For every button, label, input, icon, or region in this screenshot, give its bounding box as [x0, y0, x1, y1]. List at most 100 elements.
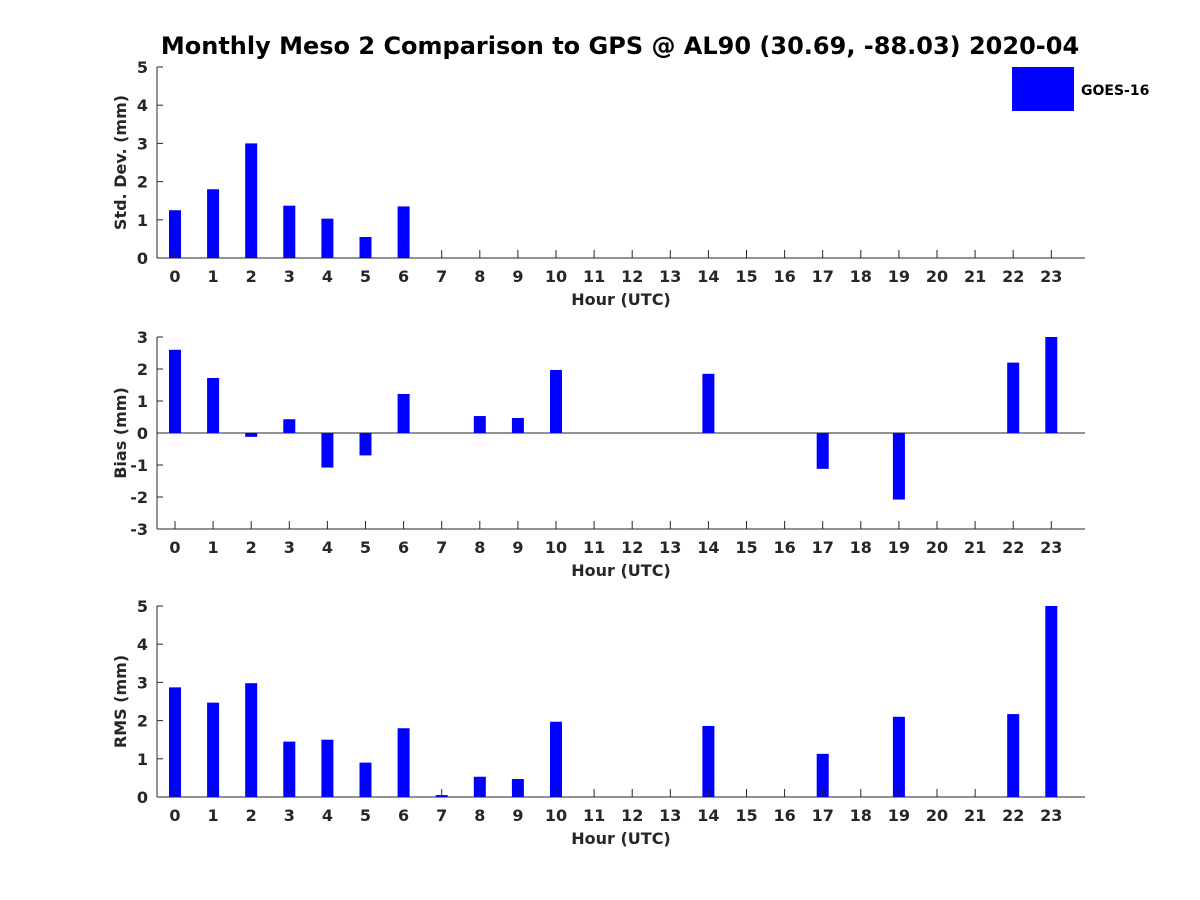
bar-hour-8: [473, 776, 486, 797]
y-tick-label: 4: [137, 635, 148, 654]
y-tick-label: 2: [137, 173, 148, 192]
bar-hour-4: [321, 218, 334, 258]
x-tick-label: 5: [360, 538, 371, 557]
x-tick-label: 3: [284, 806, 295, 825]
x-tick-label: 3: [284, 538, 295, 557]
bar-hour-6: [397, 728, 410, 797]
x-tick-label: 2: [246, 806, 257, 825]
bar-hour-3: [283, 741, 296, 797]
x-tick-label: 8: [474, 267, 485, 286]
x-tick-label: 5: [360, 806, 371, 825]
x-tick-label: 18: [850, 267, 872, 286]
bar-hour-9: [511, 779, 524, 797]
bar-hour-3: [283, 205, 296, 258]
x-tick-label: 2: [246, 538, 257, 557]
x-tick-label: 18: [850, 806, 872, 825]
y-tick-label: -1: [130, 456, 148, 475]
y-tick-label: 3: [137, 134, 148, 153]
x-tick-label: 6: [398, 267, 409, 286]
x-tick-label: 23: [1040, 538, 1062, 557]
bar-hour-14: [702, 725, 715, 797]
x-tick-label: 17: [812, 806, 834, 825]
bar-hour-19: [892, 716, 905, 797]
x-tick-label: 19: [888, 267, 910, 286]
x-axis-label: Hour (UTC): [571, 829, 671, 848]
bar-hour-19: [892, 433, 905, 500]
x-tick-label: 13: [659, 538, 681, 557]
x-tick-label: 20: [926, 806, 948, 825]
x-tick-label: 5: [360, 267, 371, 286]
x-tick-label: 1: [208, 538, 219, 557]
x-tick-label: 13: [659, 267, 681, 286]
x-tick-label: 15: [735, 806, 757, 825]
legend: GOES-16: [1012, 67, 1149, 111]
y-tick-label: 4: [137, 96, 148, 115]
y-tick-label: -3: [130, 520, 148, 539]
x-tick-label: 7: [436, 538, 447, 557]
x-tick-label: 10: [545, 538, 567, 557]
x-tick-label: 16: [773, 538, 795, 557]
x-tick-label: 10: [545, 267, 567, 286]
bar-hour-23: [1045, 337, 1058, 433]
bar-hour-3: [283, 419, 296, 433]
bar-hour-2: [245, 433, 258, 437]
bar-hour-8: [473, 416, 486, 433]
x-tick-label: 22: [1002, 806, 1024, 825]
x-tick-label: 12: [621, 538, 643, 557]
bar-hour-10: [550, 721, 562, 797]
y-tick-label: -2: [130, 488, 148, 507]
x-tick-label: 20: [926, 538, 948, 557]
y-axis-label: Bias (mm): [111, 387, 130, 479]
x-tick-label: 8: [474, 806, 485, 825]
bar-hour-6: [397, 206, 410, 258]
x-tick-label: 16: [773, 806, 795, 825]
bar-hour-4: [321, 433, 334, 468]
x-tick-label: 9: [512, 806, 523, 825]
y-tick-label: 5: [137, 597, 148, 616]
x-tick-label: 23: [1040, 806, 1062, 825]
x-tick-label: 19: [888, 806, 910, 825]
x-tick-label: 12: [621, 267, 643, 286]
bar-hour-1: [207, 702, 220, 797]
x-tick-label: 10: [545, 806, 567, 825]
x-tick-label: 23: [1040, 267, 1062, 286]
x-tick-label: 17: [812, 267, 834, 286]
x-tick-label: 21: [964, 538, 986, 557]
x-tick-label: 7: [436, 267, 447, 286]
bar-hour-1: [207, 189, 220, 258]
bar-hour-22: [1007, 362, 1020, 433]
x-tick-label: 22: [1002, 538, 1024, 557]
x-tick-label: 6: [398, 538, 409, 557]
x-tick-label: 21: [964, 267, 986, 286]
y-tick-label: 5: [137, 58, 148, 77]
y-axis-label: Std. Dev. (mm): [111, 95, 130, 230]
x-tick-label: 17: [812, 538, 834, 557]
bar-hour-23: [1045, 606, 1058, 797]
bar-hour-1: [207, 377, 220, 433]
y-tick-label: 2: [137, 712, 148, 731]
x-tick-label: 0: [169, 806, 180, 825]
bar-hour-0: [169, 349, 181, 433]
x-axis-label: Hour (UTC): [571, 290, 671, 309]
bar-hour-17: [816, 433, 829, 469]
x-tick-label: 2: [246, 267, 257, 286]
x-tick-label: 22: [1002, 267, 1024, 286]
x-tick-label: 0: [169, 538, 180, 557]
bar-hour-0: [169, 210, 181, 258]
x-tick-label: 21: [964, 806, 986, 825]
x-tick-label: 14: [697, 806, 719, 825]
x-tick-label: 8: [474, 538, 485, 557]
x-tick-label: 16: [773, 267, 795, 286]
chart-title: Monthly Meso 2 Comparison to GPS @ AL90 …: [161, 32, 1079, 60]
bar-hour-0: [169, 687, 181, 797]
x-tick-label: 18: [850, 538, 872, 557]
bar-hour-2: [245, 143, 258, 258]
x-tick-label: 19: [888, 538, 910, 557]
x-tick-label: 0: [169, 267, 180, 286]
y-tick-label: 1: [137, 392, 148, 411]
bar-hour-14: [702, 373, 715, 433]
